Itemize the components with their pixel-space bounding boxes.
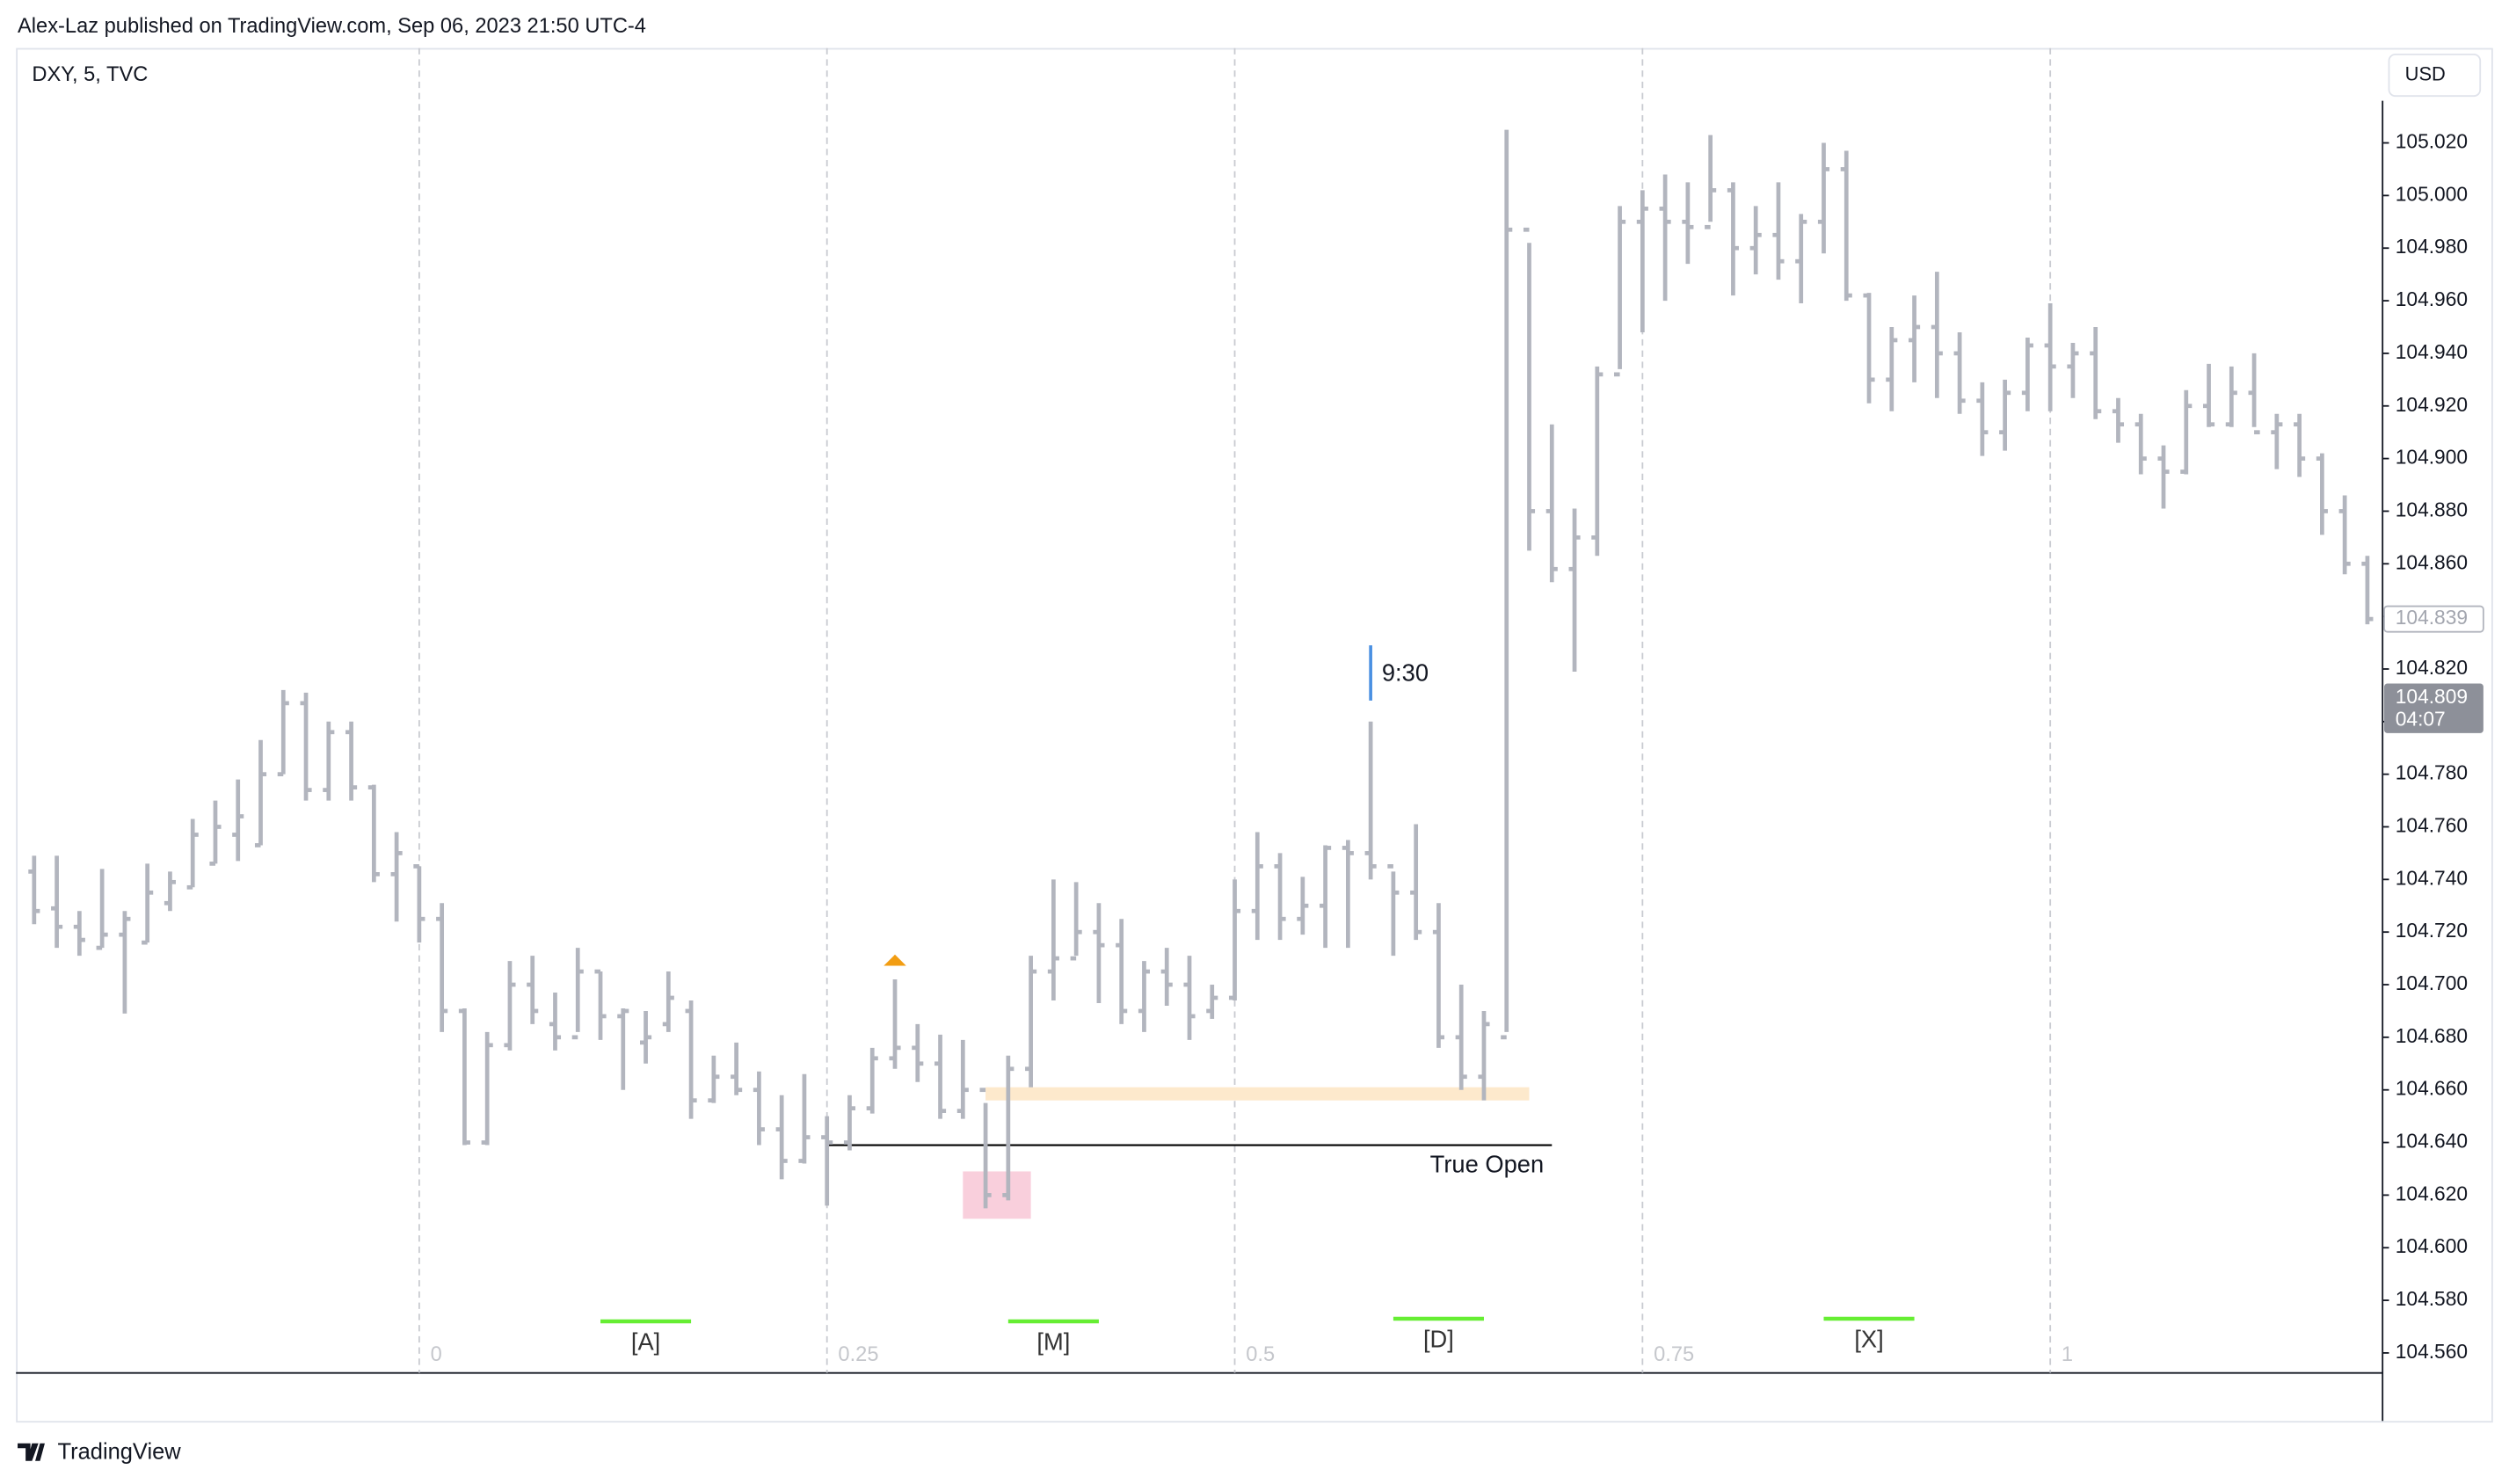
- y-tick-label: 104.560: [2396, 1340, 2468, 1363]
- y-tick-label: 104.680: [2396, 1024, 2468, 1047]
- y-tick-label: 104.940: [2396, 340, 2468, 363]
- y-tick-label: 104.980: [2396, 235, 2468, 258]
- y-tick-label: 105.000: [2396, 182, 2468, 205]
- session-label: [A]: [631, 1328, 660, 1356]
- y-tick-label: 104.660: [2396, 1077, 2468, 1100]
- highlight-band: [985, 1087, 1530, 1101]
- y-tick-label: 104.740: [2396, 866, 2468, 889]
- y-tick-label: 104.780: [2396, 761, 2468, 784]
- y-tick-label: 104.880: [2396, 498, 2468, 520]
- triangle-marker: [884, 954, 906, 966]
- cycle-label: 0.75: [1654, 1343, 1694, 1366]
- publisher-line: Alex-Laz published on TradingView.com, S…: [18, 15, 646, 38]
- symbol-title: DXY, 5, TVC: [32, 63, 148, 86]
- chart-frame: [16, 47, 2493, 1423]
- y-tick-label: 104.960: [2396, 287, 2468, 310]
- y-tick-label: 104.720: [2396, 919, 2468, 942]
- price-label: 104.809: [2396, 685, 2468, 708]
- cycle-label: 0.25: [838, 1343, 878, 1366]
- y-tick-label: 104.640: [2396, 1130, 2468, 1153]
- cycle-label: 0.5: [1246, 1343, 1275, 1366]
- y-tick-label: 104.920: [2396, 393, 2468, 416]
- y-tick-label: 104.860: [2396, 550, 2468, 573]
- y-tick-label: 104.760: [2396, 814, 2468, 837]
- session-label: [D]: [1423, 1326, 1454, 1353]
- currency-label[interactable]: USD: [2405, 62, 2446, 84]
- countdown-label: 04:07: [2396, 707, 2446, 730]
- highlight-box: [963, 1171, 1031, 1219]
- price-label-box: [2383, 605, 2484, 633]
- brand: TradingView: [58, 1439, 182, 1464]
- axes: 104.560 104.580 104.600 104.620 104.640 104.6…: [2382, 130, 2484, 1363]
- tradingview-logo: [18, 1443, 45, 1461]
- y-tick-label: 104.820: [2396, 656, 2468, 679]
- y-tick-label: 104.620: [2396, 1182, 2468, 1204]
- pane: 0 0.25 0.5 0.75 1 True Open [A] [M] [D] [X] 9:30: [28, 47, 2374, 1373]
- true-open-label: True Open: [1430, 1150, 1544, 1177]
- y-tick-label: 104.900: [2396, 446, 2468, 469]
- price-label-box: [2384, 683, 2484, 733]
- cycle-label: 1: [2062, 1343, 2073, 1366]
- session-label: [X]: [1854, 1326, 1883, 1353]
- y-tick-label: 104.580: [2396, 1287, 2468, 1310]
- session-label: [M]: [1036, 1328, 1070, 1356]
- price-label: 104.839: [2396, 606, 2468, 629]
- time-marker-label: 9:30: [1382, 658, 1429, 686]
- y-tick-label: 105.020: [2396, 130, 2468, 153]
- currency-button[interactable]: [2388, 53, 2482, 98]
- cycle-label: 0: [431, 1343, 442, 1366]
- y-tick-label: 104.600: [2396, 1234, 2468, 1257]
- y-tick-label: 104.700: [2396, 971, 2468, 994]
